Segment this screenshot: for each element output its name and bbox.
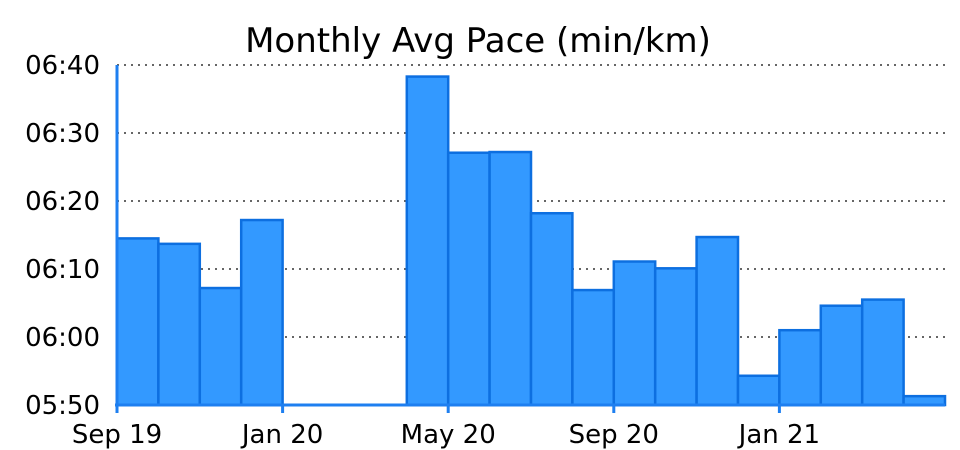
bar-jun-20 <box>488 150 533 407</box>
bar-feb-21 <box>819 304 864 407</box>
y-tick-label: 06:30 <box>25 119 100 149</box>
bar-nov-19 <box>198 286 243 407</box>
chart-title: Monthly Avg Pace (min/km) <box>245 21 711 61</box>
axes <box>115 65 945 407</box>
bar-oct-20 <box>653 267 698 407</box>
bar-jul-20 <box>529 211 574 407</box>
y-tick-label: 06:40 <box>25 51 100 81</box>
bars <box>115 75 947 407</box>
bar-oct-19 <box>157 242 202 407</box>
y-tick-label: 06:10 <box>25 255 100 285</box>
x-tick-label: May 20 <box>401 420 496 450</box>
bar-dec-19 <box>239 218 284 407</box>
x-tick-label: Jan 20 <box>240 420 323 450</box>
x-tick-labels: Sep 19 Jan 20 May 20 Sep 20 Jan 21 <box>72 405 820 450</box>
bar-may-20 <box>446 151 491 407</box>
bar-apr-20 <box>405 75 450 407</box>
bar-sep-20 <box>612 260 657 407</box>
bar-aug-20 <box>571 288 616 407</box>
y-tick-labels: 05:50 06:00 06:10 06:20 06:30 06:40 <box>25 51 100 421</box>
bar-mar-21 <box>860 298 905 407</box>
y-tick-label: 05:50 <box>25 391 100 421</box>
bar-nov-20 <box>695 235 740 407</box>
x-tick-label: Jan 21 <box>737 420 820 450</box>
bar-jan-21 <box>778 328 823 407</box>
bar-sep-19 <box>115 237 160 407</box>
x-tick-label: Sep 19 <box>72 420 162 450</box>
y-tick-label: 06:00 <box>25 323 100 353</box>
y-tick-label: 06:20 <box>25 187 100 217</box>
x-tick-label: Sep 20 <box>569 420 659 450</box>
bar-dec-20 <box>736 374 781 407</box>
